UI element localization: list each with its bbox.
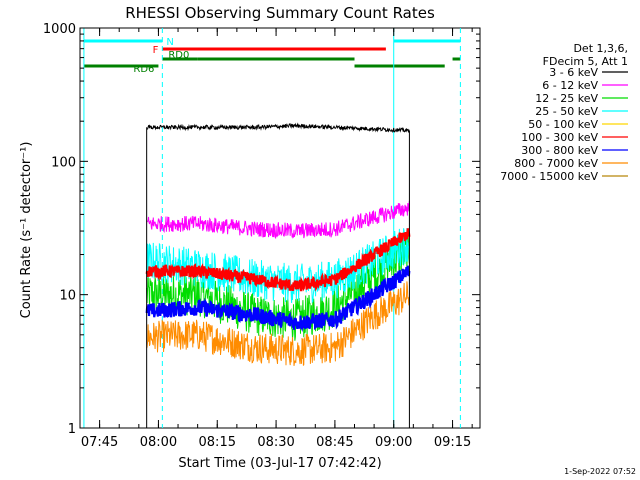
series-line [146,281,410,366]
series-line [145,228,411,292]
legend-entry-label: 800 - 7000 keV [514,157,598,170]
legend-entry-label: 50 - 100 keV [528,118,598,131]
chart-title: RHESSI Observing Summary Count Rates [125,4,435,22]
x-tick-label: 07:45 [81,435,118,450]
axes: 1 10 100 1000 07:45 08:00 08:15 08:30 08:45 09:00… [43,22,480,450]
x-tick-label: 09:00 [375,435,412,450]
plot-frame [79,27,481,429]
series-line [146,200,410,240]
legend-entry-label: 12 - 25 keV [535,92,598,105]
legend-header: Det 1,3,6, [573,42,628,55]
y-axis-label: Count Rate (s⁻¹ detector⁻¹) [19,142,34,319]
flag-label: F [153,45,159,56]
y-tick-label: 100 [51,155,76,170]
x-tick-label: 08:15 [199,435,236,450]
legend-entry-label: 300 - 800 keV [521,144,598,157]
legend-header: FDecim 5, Att 1 [543,55,628,68]
legend-entry-label: 100 - 300 keV [521,131,598,144]
x-axis-label: Start Time (03-Jul-17 07:42:42) [178,456,381,471]
y-tick-label: 1000 [43,22,76,37]
flag-label: N [166,37,173,48]
x-tick-label: 08:00 [140,435,177,450]
footer-date: 1-Sep-2022 07:52 [564,467,636,476]
series-line [146,227,410,304]
legend-entry-label: 25 - 50 keV [535,105,598,118]
series-line [145,265,411,333]
y-tick-label: 1 [68,422,76,437]
vertical-markers [83,28,461,428]
legend-entry-label: 3 - 6 keV [549,66,598,79]
legend-entry-label: 7000 - 15000 keV [500,170,598,183]
flag-label: RD6 [133,64,154,75]
x-tick-label: 08:30 [257,435,294,450]
flag-label: RD0 [168,50,189,61]
series-line [146,122,410,134]
legend-entry-label: 6 - 12 keV [542,79,598,92]
series-curves [145,122,411,428]
x-tick-label: 09:15 [434,435,471,450]
flag-bars: NF RD0 RD6 [83,37,461,75]
series-line [146,228,410,341]
y-tick-label: 10 [59,289,76,304]
x-tick-label: 08:45 [316,435,353,450]
